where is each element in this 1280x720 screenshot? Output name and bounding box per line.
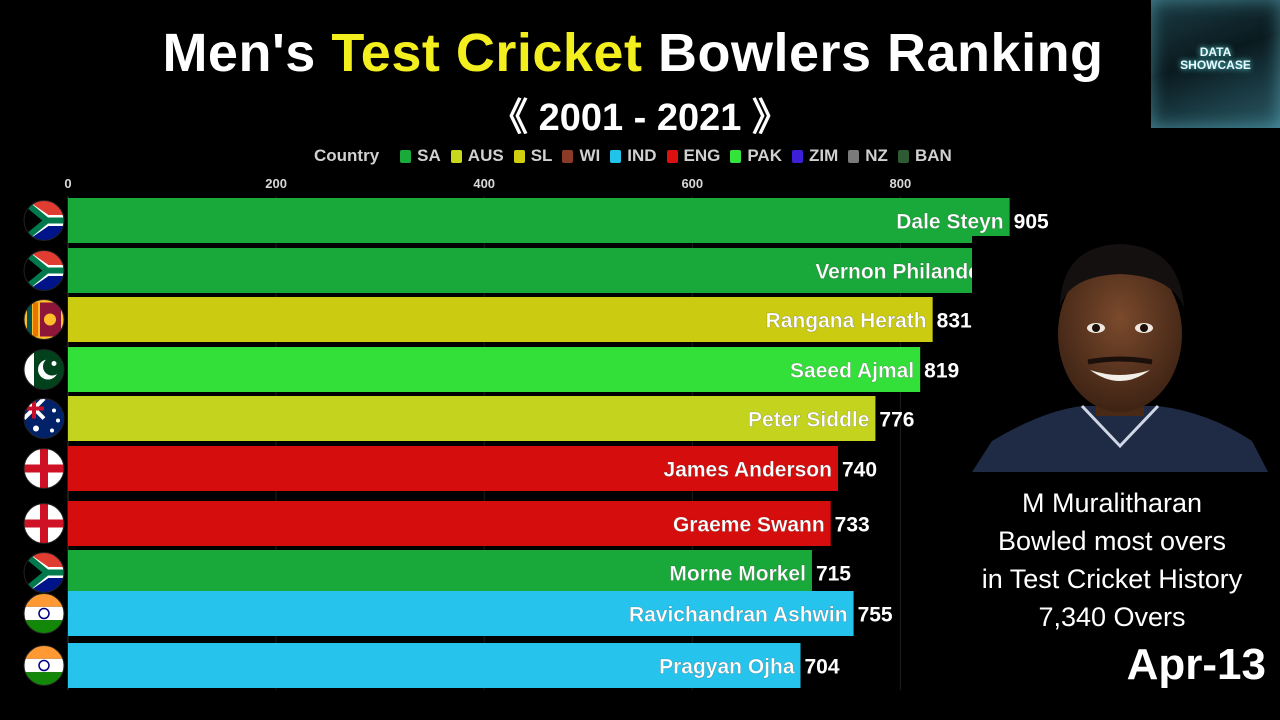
flag-ind-icon bbox=[23, 593, 65, 634]
legend-swatch bbox=[730, 149, 742, 163]
legend: Country SA AUS SL WI IND ENG PAK ZIM NZ BAN bbox=[314, 145, 962, 167]
bar-value-label: 733 bbox=[835, 514, 870, 537]
bar-peter-siddle bbox=[68, 396, 876, 441]
bar-name-label: Ravichandran Ashwin bbox=[629, 604, 848, 627]
chart-subtitle: 《 2001 - 2021 》 bbox=[490, 97, 790, 139]
bar-rangana-herath bbox=[68, 297, 933, 342]
caption-line4: 7,340 Overs bbox=[1038, 602, 1186, 632]
bar-vernon-philander bbox=[68, 248, 995, 293]
bar-value-label: 755 bbox=[858, 604, 893, 627]
flag-aus-icon bbox=[23, 398, 65, 439]
legend-items: SA AUS SL WI IND ENG PAK ZIM NZ BAN bbox=[400, 146, 962, 166]
legend-swatch bbox=[400, 149, 412, 163]
legend-label: AUS bbox=[467, 146, 504, 165]
bar-dale-steyn bbox=[68, 198, 1010, 243]
legend-item-eng: ENG bbox=[666, 146, 721, 166]
caption: M Muralitharan Bowled most overs in Test… bbox=[962, 484, 1262, 636]
flag-sa-icon bbox=[23, 200, 65, 241]
x-tick-label: 200 bbox=[265, 176, 287, 191]
title-highlight: Test Cricket bbox=[331, 23, 643, 83]
legend-label: SL bbox=[530, 146, 553, 165]
logo-line2: SHOWCASE bbox=[1180, 58, 1251, 72]
x-tick-label: 0 bbox=[64, 176, 71, 191]
bar-name-label: Saeed Ajmal bbox=[790, 360, 914, 383]
bar-name-label: Morne Morkel bbox=[669, 563, 806, 586]
logo-line1: DATA bbox=[1199, 45, 1232, 59]
legend-item-ind: IND bbox=[610, 146, 657, 166]
bar-name-label: Rangana Herath bbox=[766, 310, 927, 333]
legend-item-sl: SL bbox=[513, 146, 553, 166]
bar-value-label: 704 bbox=[805, 656, 840, 679]
legend-item-sa: SA bbox=[400, 146, 441, 166]
legend-label: PAK bbox=[747, 146, 782, 165]
bar-name-label: Vernon Philander bbox=[815, 261, 988, 284]
legend-label: BAN bbox=[914, 146, 952, 165]
bar-pragyan-ojha bbox=[68, 643, 801, 688]
bar-name-label: Dale Steyn bbox=[896, 211, 1003, 234]
x-tick-label: 400 bbox=[473, 176, 495, 191]
caption-line3: in Test Cricket History bbox=[981, 564, 1243, 594]
bar-value-label: 740 bbox=[842, 459, 877, 482]
bar-name-label: James Anderson bbox=[664, 459, 832, 482]
flag-sl-icon bbox=[23, 299, 65, 340]
legend-label: ENG bbox=[683, 146, 721, 165]
legend-item-nz: NZ bbox=[848, 146, 888, 166]
title-part1: Men's bbox=[162, 23, 332, 83]
flag-eng-icon bbox=[23, 448, 65, 489]
flag-ind-icon bbox=[23, 645, 65, 686]
player-photo bbox=[972, 236, 1268, 472]
legend-item-wi: WI bbox=[562, 146, 600, 166]
caption-line1: M Muralitharan bbox=[1021, 488, 1203, 518]
legend-swatch bbox=[848, 149, 860, 163]
legend-label: ZIM bbox=[808, 146, 839, 165]
legend-swatch bbox=[666, 149, 678, 163]
legend-title: Country bbox=[314, 146, 380, 165]
x-tick-label: 800 bbox=[890, 176, 912, 191]
logo-text: DATA SHOWCASE bbox=[1151, 46, 1280, 72]
legend-swatch bbox=[610, 149, 622, 163]
bar-ravichandran-ashwin bbox=[68, 591, 854, 636]
legend-label: IND bbox=[627, 146, 657, 165]
flag-eng-icon bbox=[23, 503, 65, 544]
bar-value-label: 905 bbox=[1014, 211, 1049, 234]
legend-swatch bbox=[450, 149, 462, 163]
legend-swatch bbox=[562, 149, 574, 163]
legend-swatch bbox=[897, 149, 909, 163]
player-portrait-icon bbox=[972, 236, 1268, 472]
bar-value-label: 819 bbox=[924, 360, 959, 383]
legend-swatch bbox=[513, 149, 525, 163]
title-part2: Bowlers Ranking bbox=[642, 23, 1104, 83]
bar-name-label: Pragyan Ojha bbox=[659, 656, 795, 679]
legend-item-aus: AUS bbox=[450, 146, 504, 166]
legend-item-zim: ZIM bbox=[791, 146, 839, 166]
flag-sa-icon bbox=[23, 250, 65, 291]
legend-label: SA bbox=[417, 146, 441, 165]
bar-value-label: 776 bbox=[879, 409, 914, 432]
date-label: Apr-13 bbox=[1126, 640, 1266, 689]
channel-logo: DATA SHOWCASE bbox=[1151, 0, 1280, 128]
bar-james-anderson bbox=[68, 446, 838, 491]
legend-label: WI bbox=[579, 146, 601, 165]
bar-graeme-swann bbox=[68, 501, 831, 546]
bar-saeed-ajmal bbox=[68, 347, 921, 392]
caption-line2: Bowled most overs bbox=[997, 526, 1227, 556]
x-tick-label: 600 bbox=[681, 176, 703, 191]
bar-name-label: Peter Siddle bbox=[748, 409, 869, 432]
legend-swatch bbox=[791, 149, 803, 163]
flag-pak-icon bbox=[23, 349, 65, 390]
bar-value-label: 831 bbox=[937, 310, 972, 333]
bar-value-label: 715 bbox=[816, 563, 851, 586]
legend-label: NZ bbox=[865, 146, 888, 165]
legend-item-pak: PAK bbox=[730, 146, 782, 166]
chart-title: Men's Test Cricket Bowlers Ranking bbox=[0, 22, 1266, 84]
bar-morne-morkel bbox=[68, 550, 812, 595]
legend-item-ban: BAN bbox=[897, 146, 952, 166]
bar-name-label: Graeme Swann bbox=[673, 514, 825, 537]
flag-sa-icon bbox=[23, 552, 65, 593]
